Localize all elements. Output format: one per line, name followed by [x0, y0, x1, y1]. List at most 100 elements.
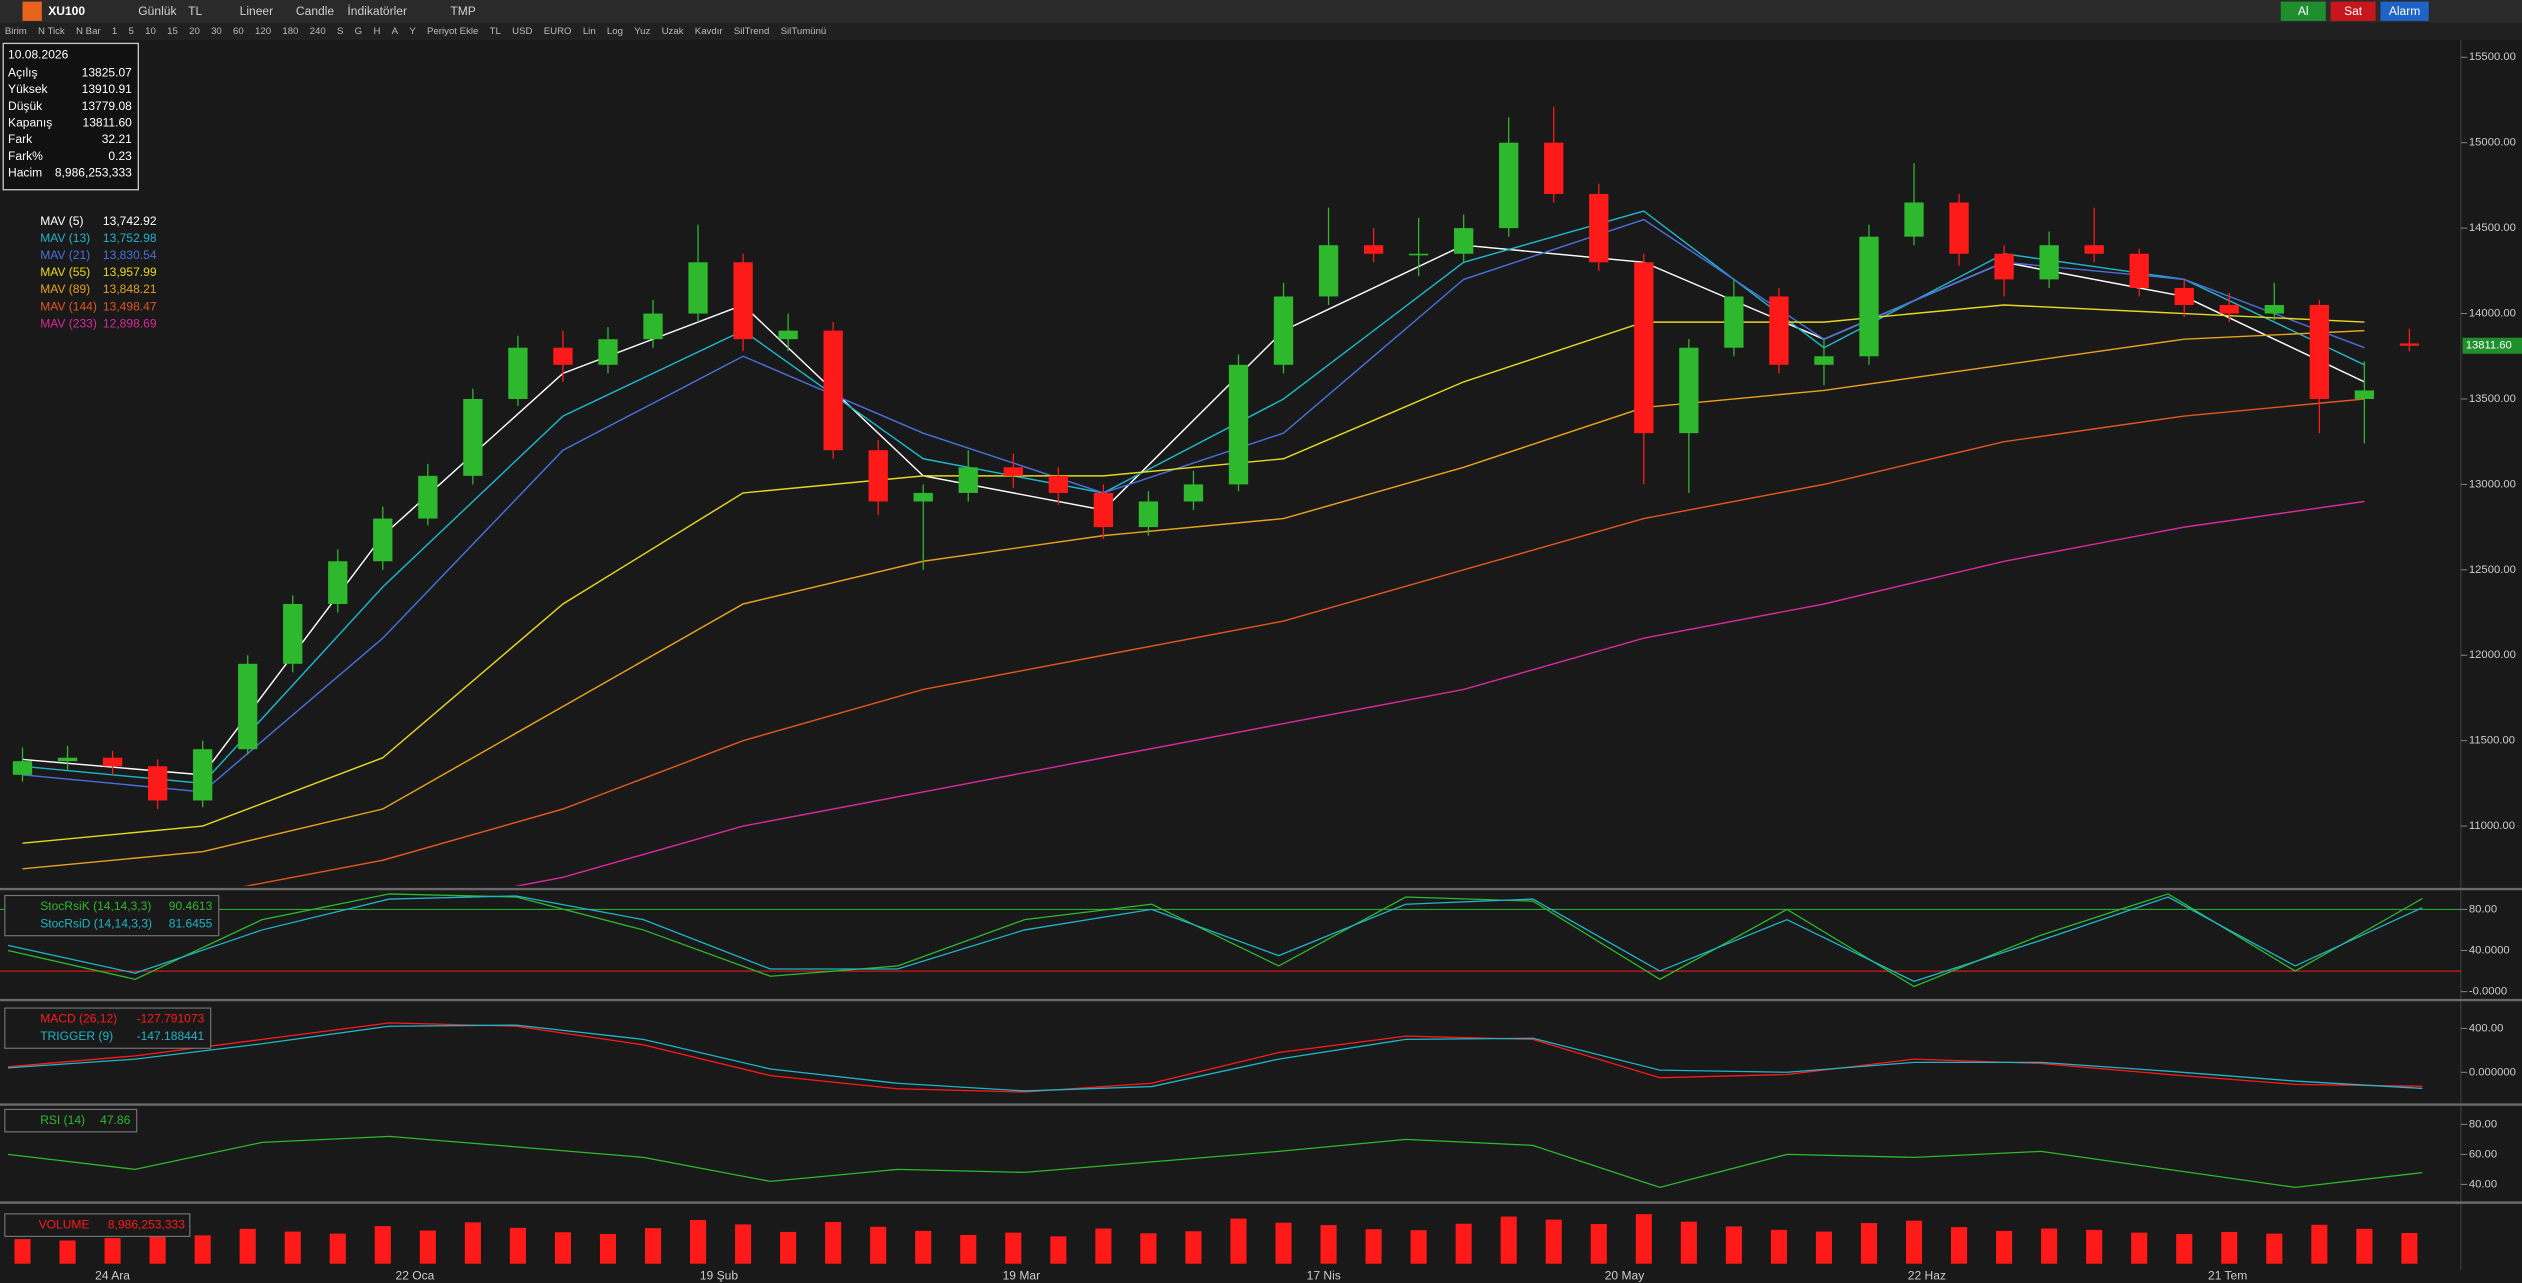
candle-body — [1363, 245, 1384, 254]
ma-legend-name: MAV (144) — [40, 299, 97, 313]
info-label: Düşük — [8, 99, 43, 113]
last-price-label: 13811.60 — [2466, 340, 2512, 352]
subbar-item[interactable]: 120 — [255, 26, 271, 37]
candle-body — [1454, 228, 1474, 254]
indicators[interactable]: İndikatörler — [347, 4, 407, 18]
volume-bar — [104, 1238, 121, 1264]
y-tick-label: 11000.00 — [2469, 820, 2515, 832]
volume-bar — [1545, 1219, 1562, 1264]
subbar-item[interactable]: Log — [607, 26, 623, 37]
legend-value: 8,986,253,333 — [108, 1217, 185, 1231]
sell-button[interactable] — [2330, 1, 2376, 21]
candle-body — [1228, 364, 1249, 485]
subbar-item[interactable]: Periyot Ekle — [427, 26, 478, 37]
subbar-item[interactable]: SilTrend — [734, 26, 769, 37]
subbar-item[interactable]: 30 — [211, 26, 222, 37]
subbar-item[interactable]: 5 — [129, 26, 134, 37]
candle-body — [373, 518, 393, 562]
info-value: 13811.60 — [83, 116, 133, 130]
subbar-item[interactable]: N Bar — [76, 26, 101, 37]
subbar-item[interactable]: Yuz — [634, 26, 650, 37]
stochrsi-line — [7, 893, 2423, 988]
candle-body — [102, 757, 123, 767]
candle-body — [283, 603, 303, 664]
currency[interactable]: TL — [188, 4, 202, 18]
subbar-item[interactable]: H — [373, 26, 380, 37]
volume-bar — [735, 1224, 752, 1264]
y-tick-label: 60.00 — [2469, 1148, 2497, 1160]
candle-body — [2264, 305, 2284, 314]
legend-value: 81.6455 — [169, 917, 213, 931]
candle-body — [1499, 142, 1519, 229]
ma-legend-name: MAV (21) — [40, 248, 90, 262]
subbar-item[interactable]: Kavdır — [695, 26, 724, 37]
candle-body — [1408, 253, 1429, 256]
ma-legend-name: MAV (13) — [40, 231, 90, 245]
alarm-label[interactable]: Alarm — [2389, 4, 2420, 18]
y-tick-label: 12000.00 — [2469, 649, 2516, 661]
legend-name: VOLUME — [39, 1217, 90, 1231]
y-tick-label: 13000.00 — [2469, 478, 2516, 490]
candle-body — [1949, 202, 1969, 254]
ma-legend-value: 12,898.69 — [103, 316, 157, 330]
candle-body — [643, 313, 663, 340]
subbar-item[interactable]: S — [337, 26, 343, 37]
moving-average — [514, 500, 2365, 886]
subbar-item[interactable]: G — [355, 26, 363, 37]
subbar-item[interactable]: 10 — [145, 26, 156, 37]
candle-body — [463, 398, 483, 476]
buy-label[interactable]: Al — [2298, 4, 2309, 18]
legend-value: -147.188441 — [137, 1029, 205, 1043]
candle-body — [1994, 253, 2014, 280]
subbar-item[interactable]: Uzak — [662, 26, 684, 37]
subbar-item[interactable]: Birim — [5, 26, 27, 37]
sell-label[interactable]: Sat — [2344, 4, 2363, 18]
subbar-item[interactable]: 180 — [282, 26, 298, 37]
subbar-item[interactable]: TL — [490, 26, 502, 37]
subbar-item[interactable]: 240 — [310, 26, 326, 37]
y-tick-label: 15500.00 — [2469, 51, 2516, 63]
subbar-item[interactable]: A — [392, 26, 399, 37]
info-label: Fark — [8, 132, 33, 146]
candle-body — [328, 561, 348, 604]
subbar-item[interactable]: 20 — [189, 26, 200, 37]
subbar-item[interactable]: SilTumünü — [781, 26, 827, 37]
subbar-item[interactable]: EURO — [544, 26, 572, 37]
x-tick-label: 21 Tem — [2208, 1269, 2247, 1283]
volume-bar — [1095, 1228, 1112, 1264]
subbar-item[interactable]: USD — [512, 26, 532, 37]
subbar-item[interactable]: Y — [409, 26, 416, 37]
x-tick-label: 22 Haz — [1908, 1269, 1946, 1283]
alarm-button[interactable] — [2380, 1, 2429, 21]
subbar-item[interactable]: N Tick — [38, 26, 65, 37]
y-tick-label: 0.000000 — [2469, 1066, 2516, 1078]
candle-body — [2084, 245, 2104, 254]
legend-name: StocRsiD (14,14,3,3) — [40, 917, 152, 931]
subbar-item[interactable]: Lin — [583, 26, 596, 37]
volume-bar — [1770, 1229, 1787, 1264]
buy-button[interactable] — [2280, 1, 2326, 21]
x-tick-label: 24 Ara — [95, 1269, 130, 1283]
style[interactable]: Candle — [296, 4, 334, 18]
symbol[interactable]: XU100 — [48, 4, 85, 18]
scale[interactable]: Lineer — [240, 4, 274, 18]
subbar-item[interactable]: 15 — [167, 26, 178, 37]
info-value: 13779.08 — [82, 99, 133, 113]
template[interactable]: TMP — [450, 4, 475, 18]
ma-legend-name: MAV (89) — [40, 282, 90, 296]
ma-legend-name: MAV (233) — [40, 316, 97, 330]
candle-body — [1769, 296, 1789, 365]
info-label: Hacim — [8, 166, 42, 180]
x-tick-label: 17 Nis — [1307, 1269, 1341, 1283]
volume-bar — [1455, 1223, 1472, 1264]
volume-bar — [14, 1239, 31, 1264]
period[interactable]: Günlük — [138, 4, 177, 18]
subbar-item[interactable]: 60 — [233, 26, 244, 37]
info-value: 8,986,253,333 — [55, 166, 132, 180]
plots: 11000.00 11500.00 12000.00 12500.00 13000.00… — [0, 51, 2522, 1283]
legend-name: MACD (26,12) — [40, 1012, 117, 1026]
volume-bar — [419, 1230, 436, 1264]
volume-bar — [599, 1233, 617, 1264]
subbar-item[interactable]: 1 — [112, 26, 117, 37]
